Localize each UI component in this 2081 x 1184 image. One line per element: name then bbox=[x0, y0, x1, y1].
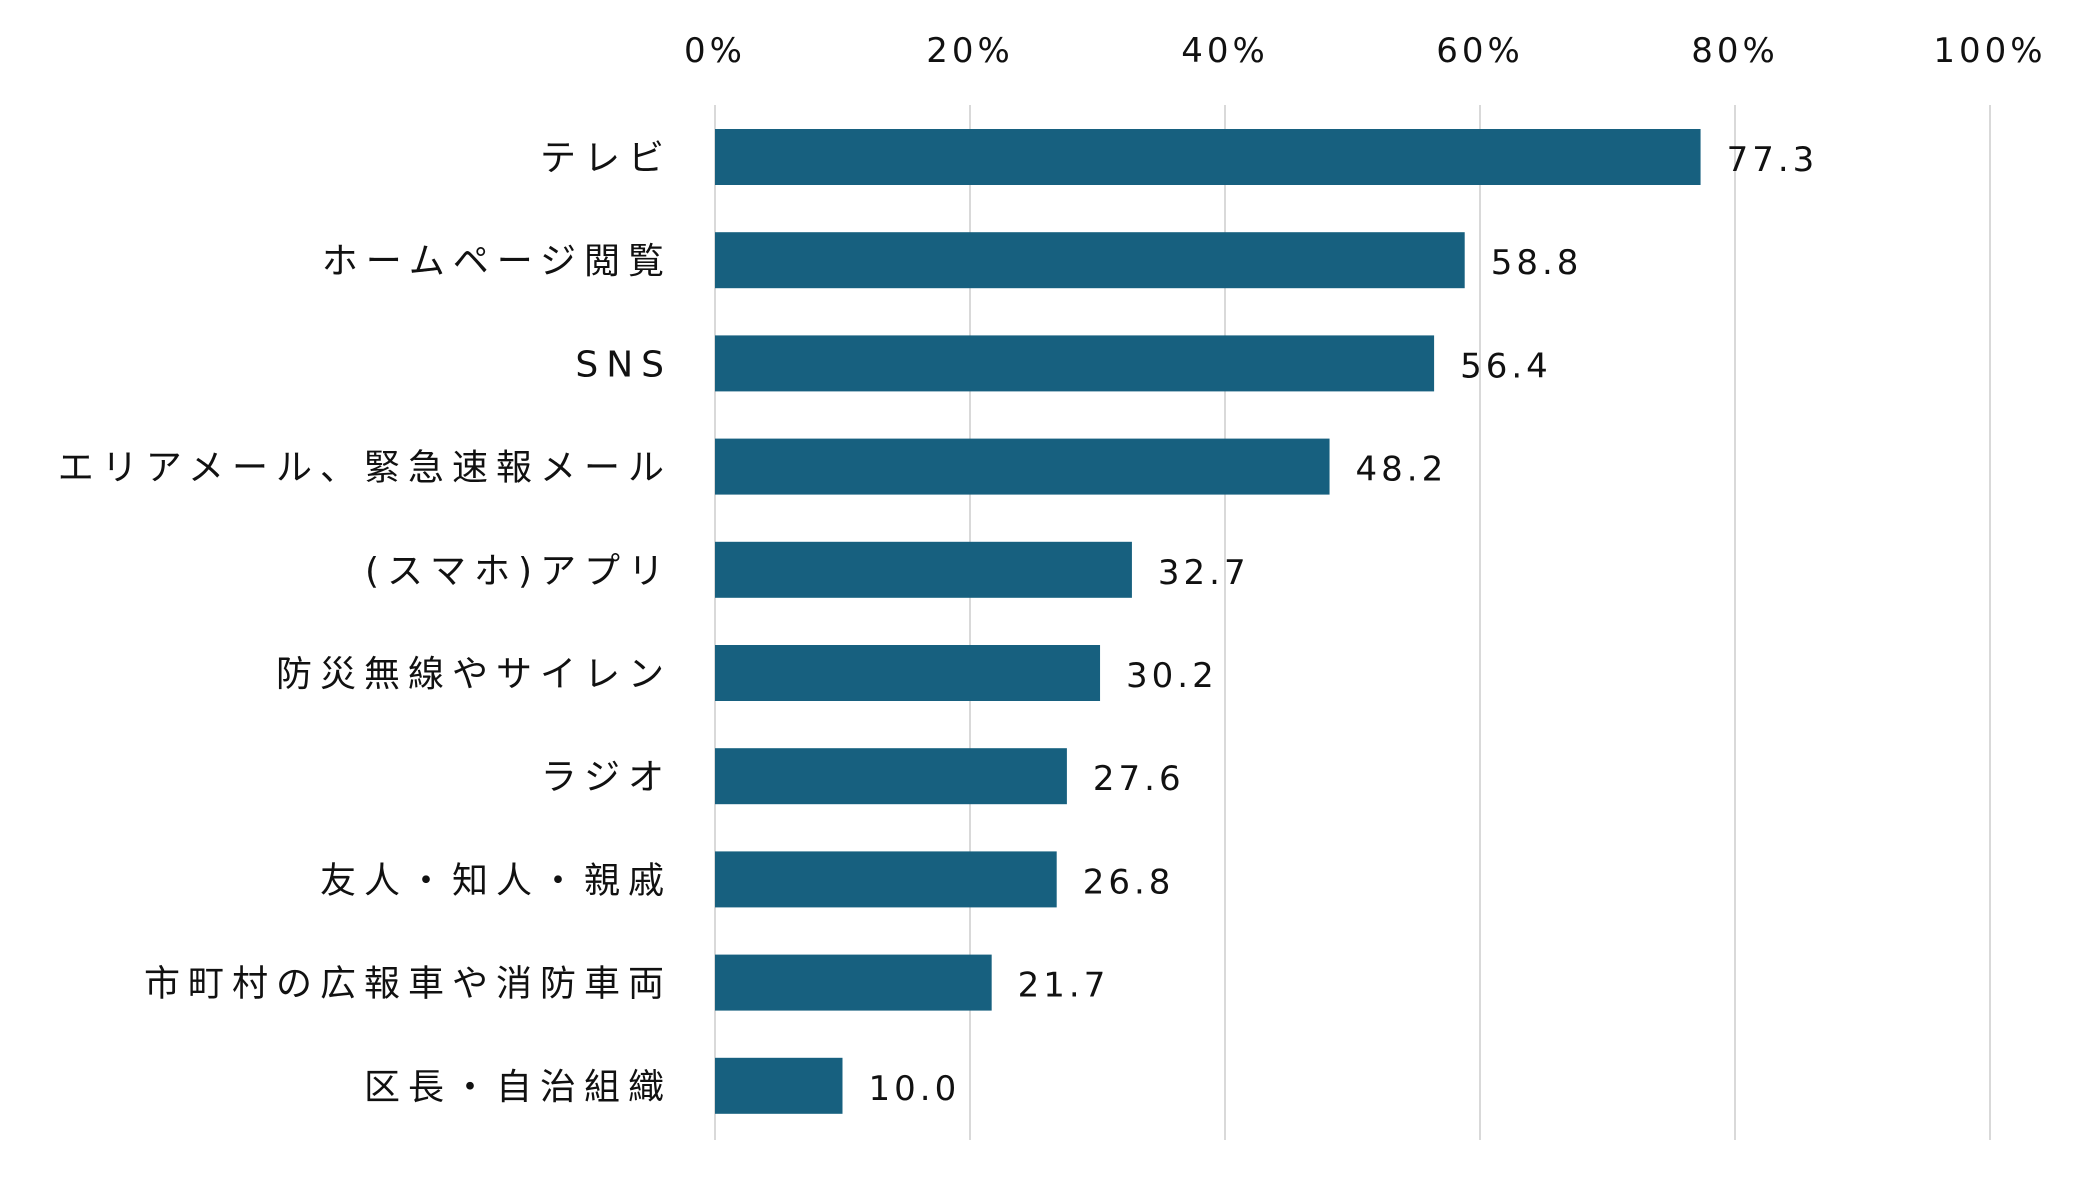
category-label: ラジオ bbox=[541, 757, 672, 798]
category-label: (スマホ)アプリ bbox=[365, 551, 672, 592]
data-label: 32.7 bbox=[1158, 553, 1250, 593]
category-label: 市町村の広報車や消防車両 bbox=[144, 964, 672, 1005]
bar bbox=[715, 851, 1057, 908]
data-label: 77.3 bbox=[1727, 140, 1819, 180]
bar bbox=[715, 954, 992, 1011]
bar bbox=[715, 645, 1101, 701]
bar bbox=[715, 335, 1435, 392]
data-label: 10.0 bbox=[869, 1069, 961, 1109]
bar bbox=[715, 232, 1465, 289]
data-label: 26.8 bbox=[1083, 862, 1175, 902]
data-label: 56.4 bbox=[1460, 346, 1552, 386]
x-tick-label: 40% bbox=[1181, 31, 1269, 71]
x-tick-label: 20% bbox=[926, 31, 1014, 71]
x-tick-label: 80% bbox=[1691, 31, 1779, 71]
category-label: 友人・知人・親戚 bbox=[320, 860, 672, 901]
bar bbox=[715, 129, 1701, 185]
x-axis-ticks: 0% 20% 40% 60% 80% 100% bbox=[684, 31, 2046, 71]
category-label: テレビ bbox=[540, 138, 672, 179]
category-label: エリアメール、緊急速報メール bbox=[58, 448, 672, 489]
category-label: 防災無線やサイレン bbox=[276, 654, 672, 695]
data-label: 30.2 bbox=[1126, 656, 1218, 696]
data-label: 27.6 bbox=[1093, 759, 1185, 799]
bar bbox=[715, 541, 1132, 598]
category-label: SNS bbox=[575, 344, 672, 385]
category-label: 区長・自治組織 bbox=[364, 1067, 672, 1108]
x-tick-label: 60% bbox=[1436, 31, 1524, 71]
bar bbox=[715, 748, 1067, 805]
bar bbox=[715, 438, 1330, 495]
x-tick-label: 100% bbox=[1933, 31, 2046, 71]
bars bbox=[715, 129, 1701, 1114]
category-label: ホームページ閲覧 bbox=[322, 241, 672, 282]
data-label: 58.8 bbox=[1491, 243, 1583, 283]
value-labels: 77.3 58.8 56.4 48.2 32.7 30.2 27.6 26.8 21.7 10.0 bbox=[869, 140, 1819, 1109]
data-label: 48.2 bbox=[1356, 450, 1448, 490]
bar bbox=[715, 1057, 843, 1114]
x-tick-label: 0% bbox=[684, 31, 746, 71]
data-label: 21.7 bbox=[1018, 966, 1110, 1006]
